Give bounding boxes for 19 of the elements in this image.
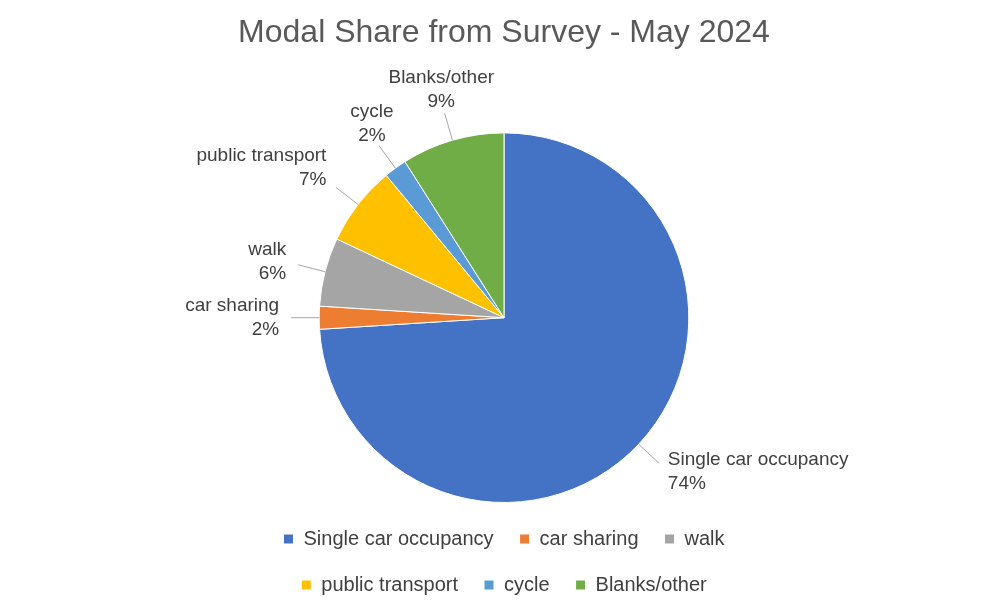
- legend-label: car sharing: [539, 526, 639, 549]
- data-label: 9%: [427, 90, 456, 112]
- slice-label: walk: [247, 238, 287, 260]
- legend-label: walk: [683, 526, 726, 549]
- slice-label: public transport: [196, 144, 328, 166]
- slice-label: Single car occupancy: [667, 447, 849, 469]
- data-label: 2%: [251, 317, 280, 339]
- legend-label: Blanks/other: [595, 572, 708, 595]
- slice-label: Blanks/other: [388, 66, 495, 88]
- slice-label: car sharing: [185, 293, 280, 315]
- chart-title: Modal Share from Survey - May 2024: [238, 13, 770, 50]
- legend-label: public transport: [321, 572, 459, 595]
- legend-label: cycle: [504, 572, 550, 595]
- data-label: 6%: [258, 262, 287, 284]
- data-label: 2%: [358, 124, 386, 146]
- data-label: 74%: [667, 471, 707, 493]
- data-label: 7%: [298, 168, 327, 190]
- slice-label: cycle: [350, 100, 394, 122]
- legend-label: Single car occupancy: [303, 526, 494, 549]
